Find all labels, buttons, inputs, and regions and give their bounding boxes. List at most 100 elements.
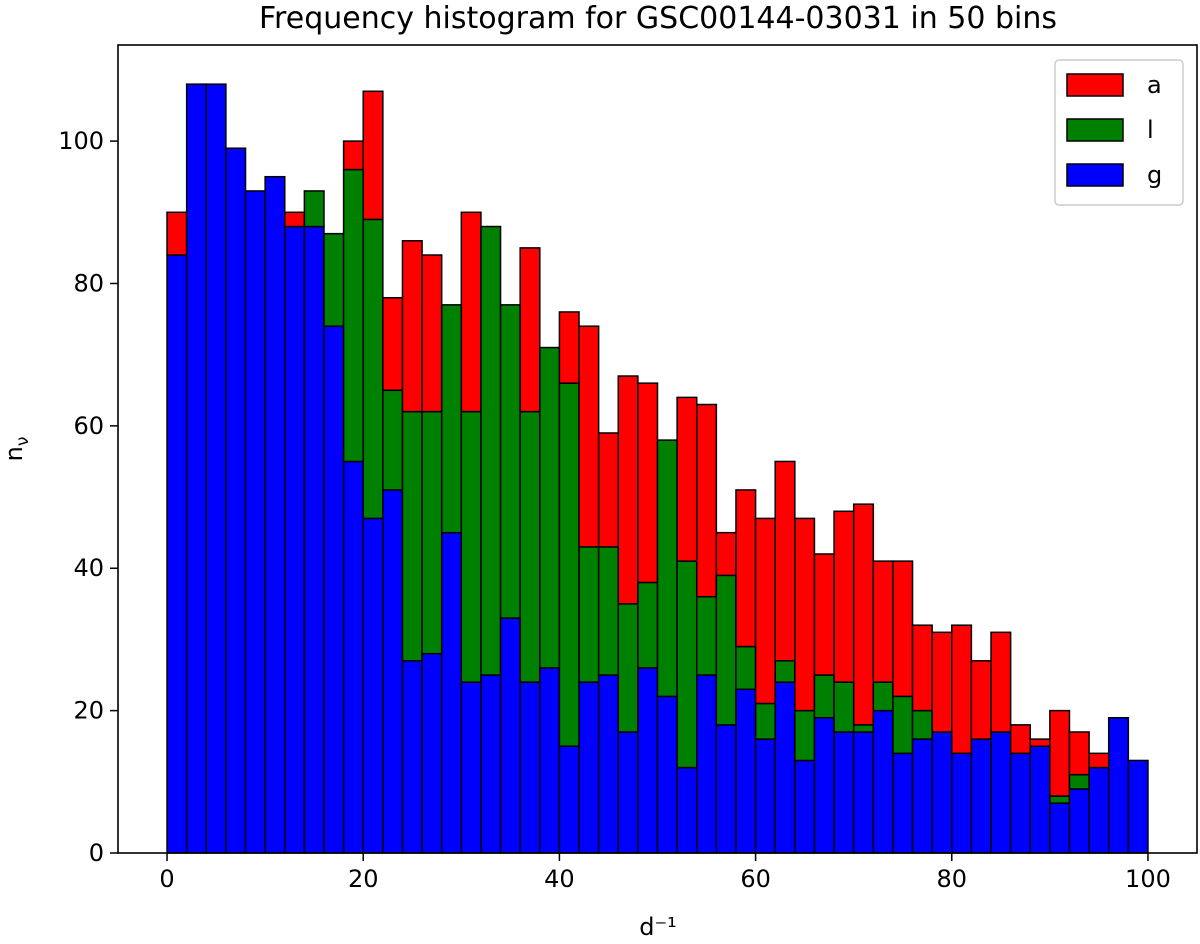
x-axis-label: d⁻¹ <box>639 913 677 940</box>
bar <box>656 695 678 854</box>
bar <box>617 603 639 733</box>
bar <box>911 624 933 712</box>
bar <box>695 403 718 598</box>
bar <box>597 546 620 676</box>
y-axis-label-text: n <box>0 446 28 461</box>
bar <box>558 745 580 854</box>
bar <box>813 553 835 676</box>
bar <box>166 211 188 256</box>
bar <box>735 645 757 691</box>
bar <box>421 410 443 655</box>
bar <box>578 546 600 683</box>
bar <box>735 688 757 854</box>
bar <box>1068 788 1090 854</box>
bar <box>813 674 835 719</box>
bar <box>794 759 816 854</box>
bar <box>990 631 1012 733</box>
legend-swatch <box>1066 73 1124 97</box>
bar <box>284 211 306 228</box>
y-tick-label: 60 <box>73 412 104 440</box>
bar <box>892 752 914 854</box>
bar <box>1088 766 1110 854</box>
bar <box>1009 752 1031 854</box>
y-tick-label: 0 <box>89 839 104 867</box>
bar <box>872 560 894 683</box>
bar <box>166 254 188 854</box>
y-tick-label: 100 <box>58 127 104 155</box>
bar <box>303 190 325 228</box>
bar <box>225 147 247 854</box>
legend-swatch <box>1066 163 1124 187</box>
bar <box>284 225 306 854</box>
bar <box>597 432 620 548</box>
bar <box>460 211 482 413</box>
bar <box>931 731 953 854</box>
bar <box>460 681 482 854</box>
bar <box>558 311 580 384</box>
bar <box>656 439 678 698</box>
y-axis-label-subscript: ν <box>13 437 33 447</box>
x-tick-label: 60 <box>740 865 771 893</box>
bar <box>460 410 482 683</box>
bar <box>323 232 345 327</box>
bar <box>1049 795 1071 804</box>
bar <box>637 581 659 669</box>
bar <box>911 738 933 854</box>
bar <box>852 731 875 854</box>
bar <box>715 531 737 577</box>
bar <box>401 660 423 854</box>
bar <box>676 560 698 769</box>
bar <box>440 531 463 854</box>
bar <box>852 724 875 733</box>
bar <box>401 410 423 662</box>
y-axis-label: nν <box>0 437 33 462</box>
bar <box>617 731 639 854</box>
x-tick-label: 0 <box>159 865 174 893</box>
bar <box>1029 745 1051 854</box>
x-tick-label: 40 <box>544 865 575 893</box>
bar <box>892 695 914 755</box>
bar <box>1068 731 1090 776</box>
bar <box>695 595 718 676</box>
bar <box>440 304 463 534</box>
bar <box>1029 738 1051 747</box>
bar <box>244 190 266 854</box>
bar <box>578 681 600 854</box>
legend-label: a <box>1147 71 1162 99</box>
bar <box>951 752 973 854</box>
bar <box>833 681 855 733</box>
bar <box>323 325 345 854</box>
bar <box>264 175 286 854</box>
plot-frame <box>117 44 1198 854</box>
bar <box>774 660 796 683</box>
bar <box>1127 759 1149 854</box>
bar <box>872 709 894 854</box>
bar <box>637 382 659 584</box>
bar <box>1107 716 1130 854</box>
y-tick-label: 40 <box>73 554 104 582</box>
bar <box>362 218 384 520</box>
bar <box>421 652 443 854</box>
bar <box>852 503 875 726</box>
bar <box>342 460 364 854</box>
bar <box>499 617 521 854</box>
legend-label: l <box>1147 116 1154 144</box>
bar <box>362 90 384 221</box>
bar <box>342 168 364 463</box>
bar <box>558 382 580 747</box>
bar <box>794 517 816 712</box>
legend-swatch <box>1066 118 1124 142</box>
bar <box>480 225 502 676</box>
bar <box>754 702 776 740</box>
bar <box>382 489 404 854</box>
bar <box>205 83 227 854</box>
bar <box>833 731 855 854</box>
bar <box>597 674 620 854</box>
bar <box>676 766 698 854</box>
y-tick-label: 80 <box>73 269 104 297</box>
bar <box>1088 752 1110 769</box>
bar <box>892 560 914 698</box>
bar <box>539 346 561 669</box>
x-tick-label: 80 <box>936 865 967 893</box>
